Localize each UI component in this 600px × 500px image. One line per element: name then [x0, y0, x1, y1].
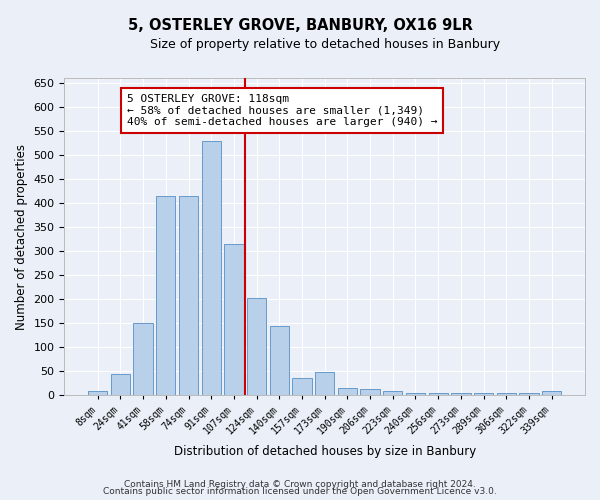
Bar: [451, 392, 470, 395]
Bar: [338, 388, 357, 395]
Bar: [428, 392, 448, 395]
Bar: [269, 326, 289, 395]
Bar: [111, 374, 130, 395]
Text: Contains public sector information licensed under the Open Government Licence v3: Contains public sector information licen…: [103, 487, 497, 496]
Bar: [406, 392, 425, 395]
Bar: [497, 392, 516, 395]
Bar: [156, 196, 175, 395]
Bar: [520, 392, 539, 395]
X-axis label: Distribution of detached houses by size in Banbury: Distribution of detached houses by size …: [173, 444, 476, 458]
Title: Size of property relative to detached houses in Banbury: Size of property relative to detached ho…: [149, 38, 500, 51]
Bar: [361, 389, 380, 395]
Y-axis label: Number of detached properties: Number of detached properties: [15, 144, 28, 330]
Bar: [179, 196, 198, 395]
Bar: [88, 392, 107, 395]
Bar: [224, 244, 244, 395]
Text: Contains HM Land Registry data © Crown copyright and database right 2024.: Contains HM Land Registry data © Crown c…: [124, 480, 476, 489]
Bar: [474, 392, 493, 395]
Text: 5 OSTERLEY GROVE: 118sqm
← 58% of detached houses are smaller (1,349)
40% of sem: 5 OSTERLEY GROVE: 118sqm ← 58% of detach…: [127, 94, 437, 127]
Bar: [542, 392, 562, 395]
Bar: [315, 372, 334, 395]
Bar: [202, 140, 221, 395]
Bar: [247, 298, 266, 395]
Bar: [292, 378, 311, 395]
Text: 5, OSTERLEY GROVE, BANBURY, OX16 9LR: 5, OSTERLEY GROVE, BANBURY, OX16 9LR: [128, 18, 472, 32]
Bar: [383, 392, 403, 395]
Bar: [133, 323, 153, 395]
